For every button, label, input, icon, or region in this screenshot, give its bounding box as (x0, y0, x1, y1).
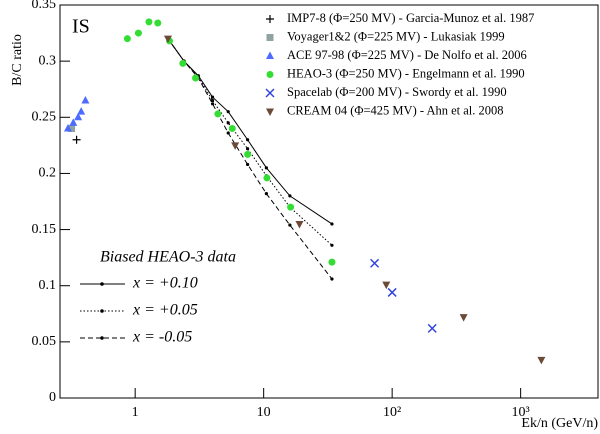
data-point (328, 258, 336, 266)
x-tick-label: 10 (257, 405, 271, 420)
x-tick-label: 10² (383, 405, 401, 420)
y-tick-label: 0.05 (32, 334, 57, 349)
data-point (382, 281, 391, 290)
legend-label: CREAM 04 (Φ=425 MV) - Ahn et al. 2008 (287, 103, 504, 117)
data-point (387, 287, 397, 297)
legend-marker (266, 34, 274, 41)
data-point (263, 174, 271, 182)
legend-marker (266, 108, 274, 116)
data-point (244, 150, 252, 158)
data-point (134, 29, 142, 37)
data-point (63, 124, 72, 132)
legend-marker (266, 51, 274, 59)
y-tick-label: 0.1 (39, 278, 57, 293)
data-point (81, 95, 90, 104)
model-point (264, 192, 268, 196)
model-point (330, 243, 334, 247)
legend-label: Voyager1&2 (Φ=225 MV) - Lukasiak 1999 (287, 29, 505, 43)
legend-marker (266, 71, 274, 78)
y-axis-label: B/C ratio (10, 34, 25, 86)
legend-marker (266, 15, 274, 23)
data-point (192, 74, 200, 82)
model-point (226, 110, 230, 114)
model-point (288, 223, 292, 227)
legend-label: ACE 97-98 (Φ=225 MV) - De Nolfo et al. 2… (287, 48, 527, 62)
data-point (537, 356, 546, 365)
data-point (228, 125, 236, 133)
plot-frame (59, 4, 599, 399)
model-point (246, 162, 250, 167)
data-point (123, 35, 131, 43)
data-point (370, 258, 380, 268)
y-tick-label: 0.35 (32, 0, 57, 12)
data-point (163, 35, 172, 44)
data-point (427, 323, 437, 333)
data-point (77, 107, 86, 115)
y-tick-label: 0.3 (39, 53, 57, 68)
model-point (226, 131, 230, 135)
y-tick-label: 0.2 (39, 166, 57, 181)
model-point (210, 98, 215, 103)
model-point (264, 166, 268, 170)
data-point (179, 59, 187, 67)
data-point (287, 203, 295, 211)
model-legend-title: Biased HEAO-3 data (100, 249, 236, 266)
x-axis-label: Ek/n (GeV/n) (521, 416, 598, 431)
model-point (210, 95, 215, 99)
model-point (210, 102, 215, 106)
model-point (330, 222, 334, 226)
model-legend-label: x = +0.10 (132, 275, 198, 292)
model-legend-marker (100, 282, 104, 286)
y-tick-label: 0.25 (32, 110, 57, 125)
annotation: IS (72, 16, 90, 38)
model-point (246, 138, 250, 142)
data-point (68, 125, 76, 133)
legend-label: Spacelab (Φ=200 MV) - Swordy et al. 1990 (287, 85, 507, 99)
data-point (295, 220, 304, 229)
model-point (226, 121, 230, 125)
data-point (154, 19, 162, 27)
x-tick-label: 1 (132, 405, 139, 420)
model-legend-marker (100, 336, 104, 340)
x-tick-label: 10³ (512, 405, 530, 420)
model-legend-label: x = -0.05 (132, 329, 192, 346)
data-point (231, 142, 240, 150)
data-point (145, 18, 153, 26)
y-tick-label: 0.15 (32, 222, 57, 237)
model-point (246, 147, 250, 151)
legend-marker (265, 88, 275, 98)
data-point (214, 110, 222, 118)
data-point (74, 112, 83, 121)
model-point (330, 277, 334, 281)
data-point (72, 135, 81, 144)
data-point (69, 118, 78, 126)
y-tick-label: 0 (49, 390, 56, 405)
legend-label: IMP7-8 (Φ=250 MV) - Garcia-Munoz et al. … (287, 11, 534, 25)
model-legend-marker (100, 309, 104, 313)
model-legend-label: x = +0.05 (132, 302, 198, 319)
legend-label: HEAO-3 (Φ=250 MV) - Engelmann et al. 199… (287, 66, 525, 80)
model-point (288, 194, 292, 198)
data-point (459, 314, 468, 322)
